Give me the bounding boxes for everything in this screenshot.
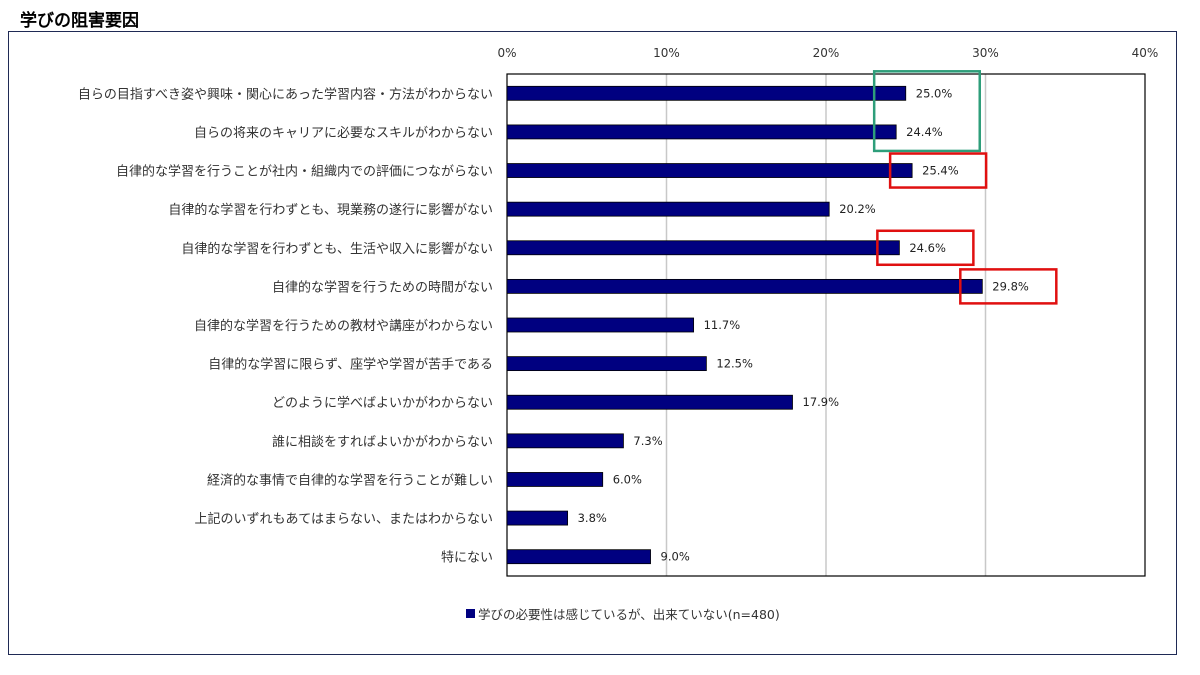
legend-label: 学びの必要性は感じているが、出来ていない(n=480): [478, 607, 780, 622]
x-tick-label: 20%: [813, 46, 840, 60]
bar: [506, 317, 695, 333]
x-tick-label: 30%: [972, 46, 999, 60]
data-label: 9.0%: [661, 550, 690, 564]
highlight-box: [959, 268, 1058, 305]
bar: [506, 278, 983, 294]
category-label: 自らの目指すべき姿や興味・関心にあった学習内容・方法がわからない: [78, 86, 493, 102]
category-label: 自らの将来のキャリアに必要なスキルがわからない: [194, 126, 493, 141]
data-label: 25.0%: [916, 86, 953, 100]
bar: [506, 433, 624, 449]
category-label: 自律的な学習に限らず、座学や学習が苦手である: [208, 357, 493, 373]
category-label: 誰に相談をすればよいかがわからない: [272, 434, 493, 450]
category-label: 経済的な事情で自律的な学習を行うことが難しい: [207, 472, 493, 488]
data-label: 12.5%: [716, 357, 753, 371]
chart-frame: [8, 31, 1177, 655]
data-label: 11.7%: [704, 318, 741, 332]
category-label: どのように学べばよいかがわからない: [272, 395, 493, 411]
bar: [506, 163, 913, 178]
highlight-box: [888, 152, 988, 189]
bar: [506, 472, 604, 487]
highlight-layer: [872, 70, 1058, 305]
bar: [506, 85, 907, 101]
category-label: 自律的な学習を行うための教材や講座がわからない: [194, 318, 493, 334]
category-label: 上記のいずれもあてはまらない、またはわからない: [195, 511, 493, 527]
highlight-box: [872, 70, 981, 153]
bar: [506, 201, 830, 217]
data-label: 6.0%: [613, 472, 642, 486]
data-label: 20.2%: [839, 202, 876, 216]
data-label: 25.4%: [922, 164, 959, 178]
category-label: 自律的な学習を行わずとも、生活や収入に影響がない: [181, 241, 493, 257]
legend-swatch: [466, 609, 475, 618]
bar: [506, 510, 569, 526]
data-label: 29.8%: [992, 279, 1029, 293]
category-label: 自律的な学習を行うことが社内・組織内での評価につながらない: [116, 164, 493, 180]
page-title: 学びの阻害要因: [20, 11, 139, 31]
bar: [506, 549, 651, 565]
bar: [506, 240, 900, 256]
bar: [506, 124, 897, 140]
x-tick-label: 0%: [497, 46, 516, 60]
x-tick-label: 40%: [1132, 46, 1159, 60]
data-label: 7.3%: [633, 434, 662, 448]
x-tick-label: 10%: [653, 46, 680, 60]
highlight-box: [876, 229, 975, 267]
category-label: 特にない: [441, 551, 493, 566]
category-label: 自律的な学習を行わずとも、現業務の遂行に影響がない: [168, 202, 493, 218]
data-label: 3.8%: [578, 511, 607, 525]
bar-layer: [506, 85, 983, 565]
legend: 学びの必要性は感じているが、出来ていない(n=480): [466, 604, 780, 623]
category-label: 自律的な学習を行うための時間がない: [272, 279, 493, 295]
data-label: 24.4%: [906, 125, 943, 139]
bar: [506, 356, 707, 372]
data-label: 17.9%: [803, 395, 840, 409]
label-layer: 0% 10% 20% 30% 40% 自らの目指すべき姿や興味・関心にあった学習内容・方法…: [78, 46, 1158, 566]
bar: [506, 394, 793, 410]
data-label: 24.6%: [909, 241, 946, 255]
